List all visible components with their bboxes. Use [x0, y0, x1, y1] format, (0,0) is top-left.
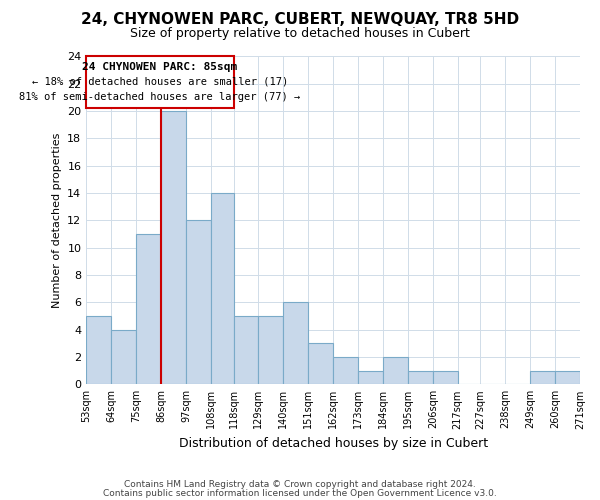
Bar	[211, 193, 233, 384]
Bar	[186, 220, 211, 384]
Bar	[283, 302, 308, 384]
Text: 81% of semi-detached houses are larger (77) →: 81% of semi-detached houses are larger (…	[19, 92, 301, 102]
Bar	[111, 330, 136, 384]
Bar	[358, 370, 383, 384]
Bar	[233, 316, 259, 384]
Bar	[86, 316, 111, 384]
Bar	[161, 111, 186, 384]
Text: ← 18% of detached houses are smaller (17): ← 18% of detached houses are smaller (17…	[32, 77, 288, 87]
Text: Contains public sector information licensed under the Open Government Licence v3: Contains public sector information licen…	[103, 488, 497, 498]
Y-axis label: Number of detached properties: Number of detached properties	[52, 132, 62, 308]
Bar	[136, 234, 161, 384]
Bar	[530, 370, 555, 384]
Bar	[259, 316, 283, 384]
Bar	[433, 370, 458, 384]
Bar	[333, 357, 358, 384]
Bar	[308, 344, 333, 384]
Bar	[555, 370, 580, 384]
Text: Contains HM Land Registry data © Crown copyright and database right 2024.: Contains HM Land Registry data © Crown c…	[124, 480, 476, 489]
Text: Size of property relative to detached houses in Cubert: Size of property relative to detached ho…	[130, 28, 470, 40]
Bar	[383, 357, 408, 384]
Bar	[408, 370, 433, 384]
Bar	[86, 56, 233, 108]
Text: 24, CHYNOWEN PARC, CUBERT, NEWQUAY, TR8 5HD: 24, CHYNOWEN PARC, CUBERT, NEWQUAY, TR8 …	[81, 12, 519, 28]
Text: 24 CHYNOWEN PARC: 85sqm: 24 CHYNOWEN PARC: 85sqm	[82, 62, 238, 72]
X-axis label: Distribution of detached houses by size in Cubert: Distribution of detached houses by size …	[179, 437, 488, 450]
